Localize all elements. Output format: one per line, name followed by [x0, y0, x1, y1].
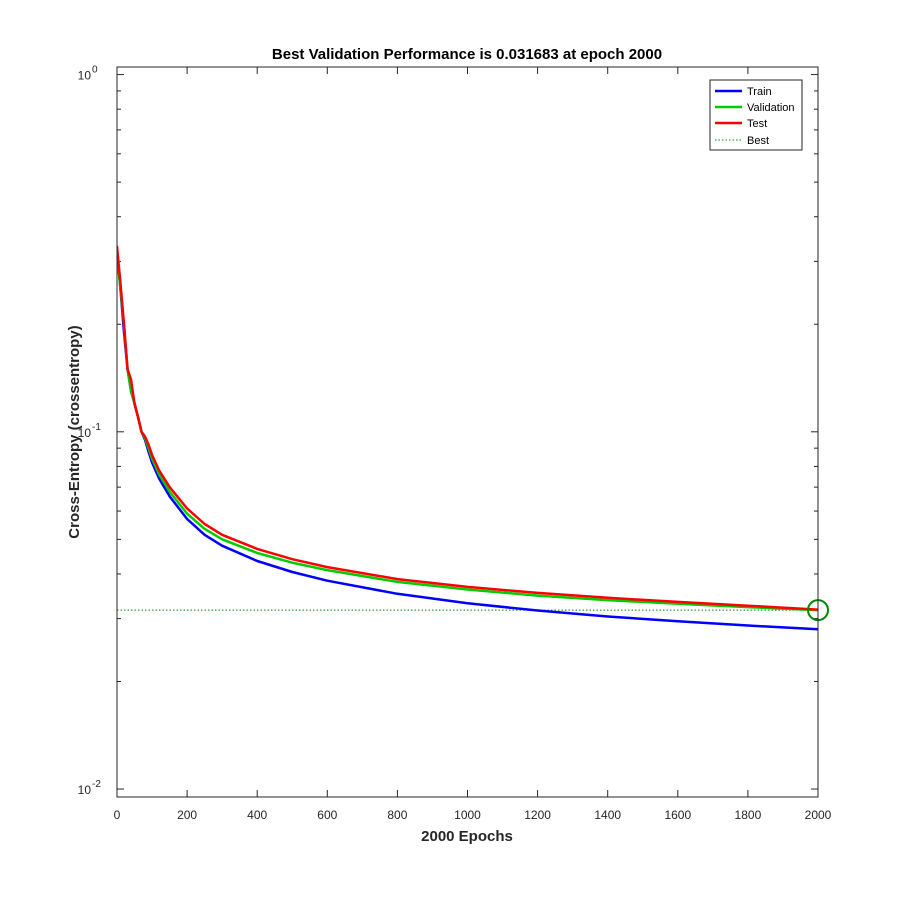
y-tick-label-exponent: 0	[92, 65, 98, 76]
x-tick-label: 600	[317, 808, 337, 822]
x-axis-label: 2000 Epochs	[421, 828, 513, 845]
legend-label-validation: Validation	[747, 102, 795, 114]
x-tick-label: 200	[177, 808, 197, 822]
x-tick-label: 1000	[454, 808, 481, 822]
x-tick-label: 1200	[524, 808, 551, 822]
legend-label-test: Test	[747, 118, 767, 130]
series-lines	[117, 245, 818, 631]
legend: Train Validation Test Best	[709, 79, 803, 151]
plot-area	[117, 67, 818, 797]
y-tick-label: 10	[78, 69, 92, 83]
x-tick-label: 800	[387, 808, 407, 822]
x-tick-label: 1800	[735, 808, 762, 822]
y-tick-label-exponent: -1	[92, 422, 101, 433]
x-tick-label: 0	[114, 808, 121, 822]
x-tick-label: 2000	[805, 808, 832, 822]
legend-label-best: Best	[747, 135, 769, 147]
x-tick-label: 1600	[664, 808, 691, 822]
axes-box	[116, 66, 819, 798]
x-tick-label: 400	[247, 808, 267, 822]
chart-title: Best Validation Performance is 0.031683 …	[272, 46, 662, 63]
y-axis-label: Cross-Entropy (crossentropy)	[66, 325, 83, 538]
axis-ticks: 0 200 400 600 800 1000 1200 1400 1600 1800 200010-…	[78, 65, 832, 822]
y-tick-label: 10	[78, 783, 92, 797]
y-tick-label-exponent: -2	[92, 779, 101, 790]
y-tick-label: 10	[78, 426, 92, 440]
x-tick-label: 1400	[594, 808, 621, 822]
best-markers	[117, 67, 818, 797]
legend-label-train: Train	[747, 86, 772, 98]
series-line-test	[117, 245, 818, 611]
series-line-validation	[117, 250, 818, 612]
